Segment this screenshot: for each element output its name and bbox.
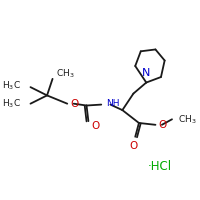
- Text: NH: NH: [106, 99, 119, 108]
- Text: O: O: [129, 141, 138, 151]
- Text: H$_3$C: H$_3$C: [2, 97, 21, 110]
- Text: H$_3$C: H$_3$C: [2, 79, 21, 92]
- Text: CH$_3$: CH$_3$: [178, 113, 196, 126]
- Text: N: N: [142, 68, 150, 78]
- Text: ·HCl: ·HCl: [148, 160, 172, 173]
- Text: O: O: [70, 99, 78, 109]
- Text: O: O: [91, 121, 99, 131]
- Text: O: O: [158, 120, 166, 130]
- Text: CH$_3$: CH$_3$: [56, 67, 75, 80]
